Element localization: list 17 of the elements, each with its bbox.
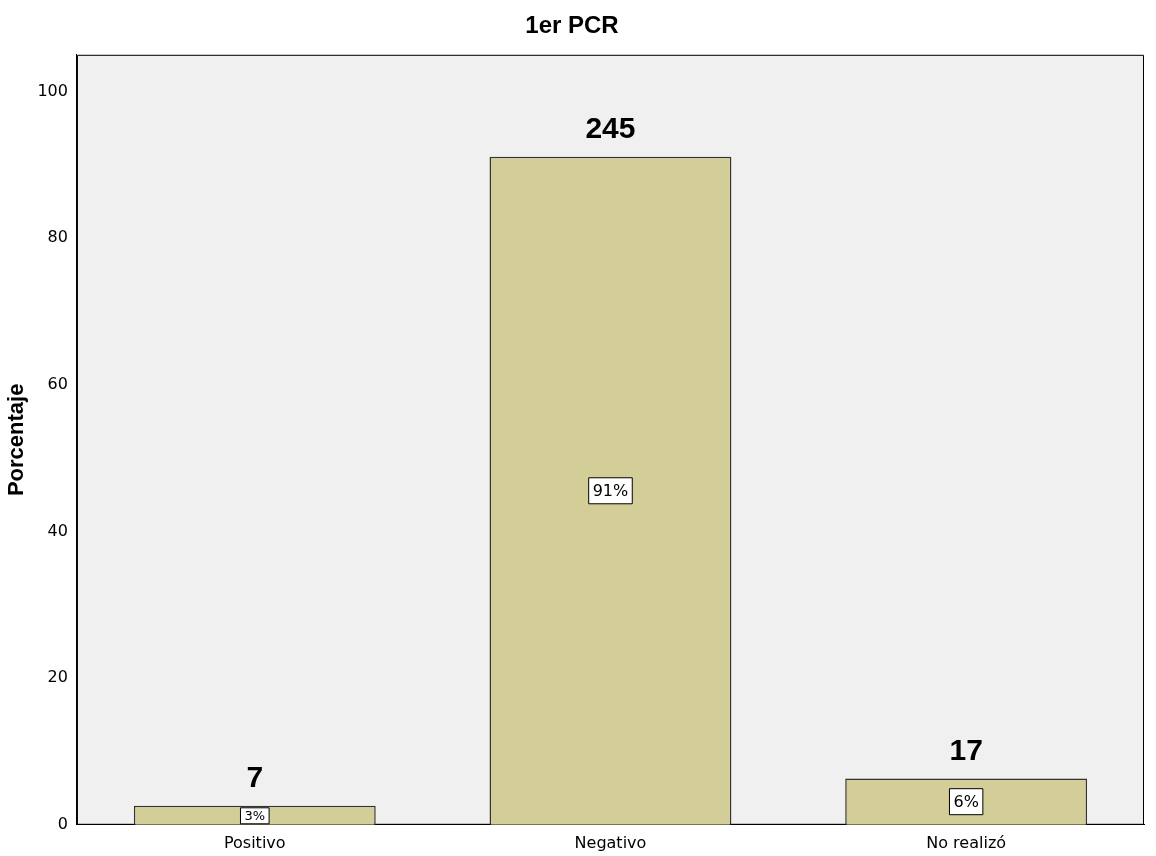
y-tick-label: 60 — [47, 373, 68, 393]
x-tick-label: Negativo — [574, 832, 647, 852]
data-label: 91% — [592, 480, 629, 500]
x-tick-label: No realizó — [926, 832, 1007, 852]
y-tick-label: 80 — [47, 227, 68, 247]
x-tick-label: Positivo — [223, 832, 286, 852]
chart-title: 1er PCR — [525, 11, 619, 39]
y-tick-label: 40 — [47, 520, 68, 540]
y-tick-label: 100 — [37, 80, 68, 100]
annotation: 245 — [585, 111, 636, 144]
annotation: 17 — [949, 732, 983, 766]
y-axis-title: Porcentaje — [3, 383, 29, 497]
annotation: 7 — [246, 760, 264, 793]
y-tick-label: 0 — [57, 813, 68, 833]
data-label: 6% — [953, 791, 979, 811]
y-tick-label: 20 — [47, 667, 68, 687]
data-label: 3% — [244, 808, 266, 824]
